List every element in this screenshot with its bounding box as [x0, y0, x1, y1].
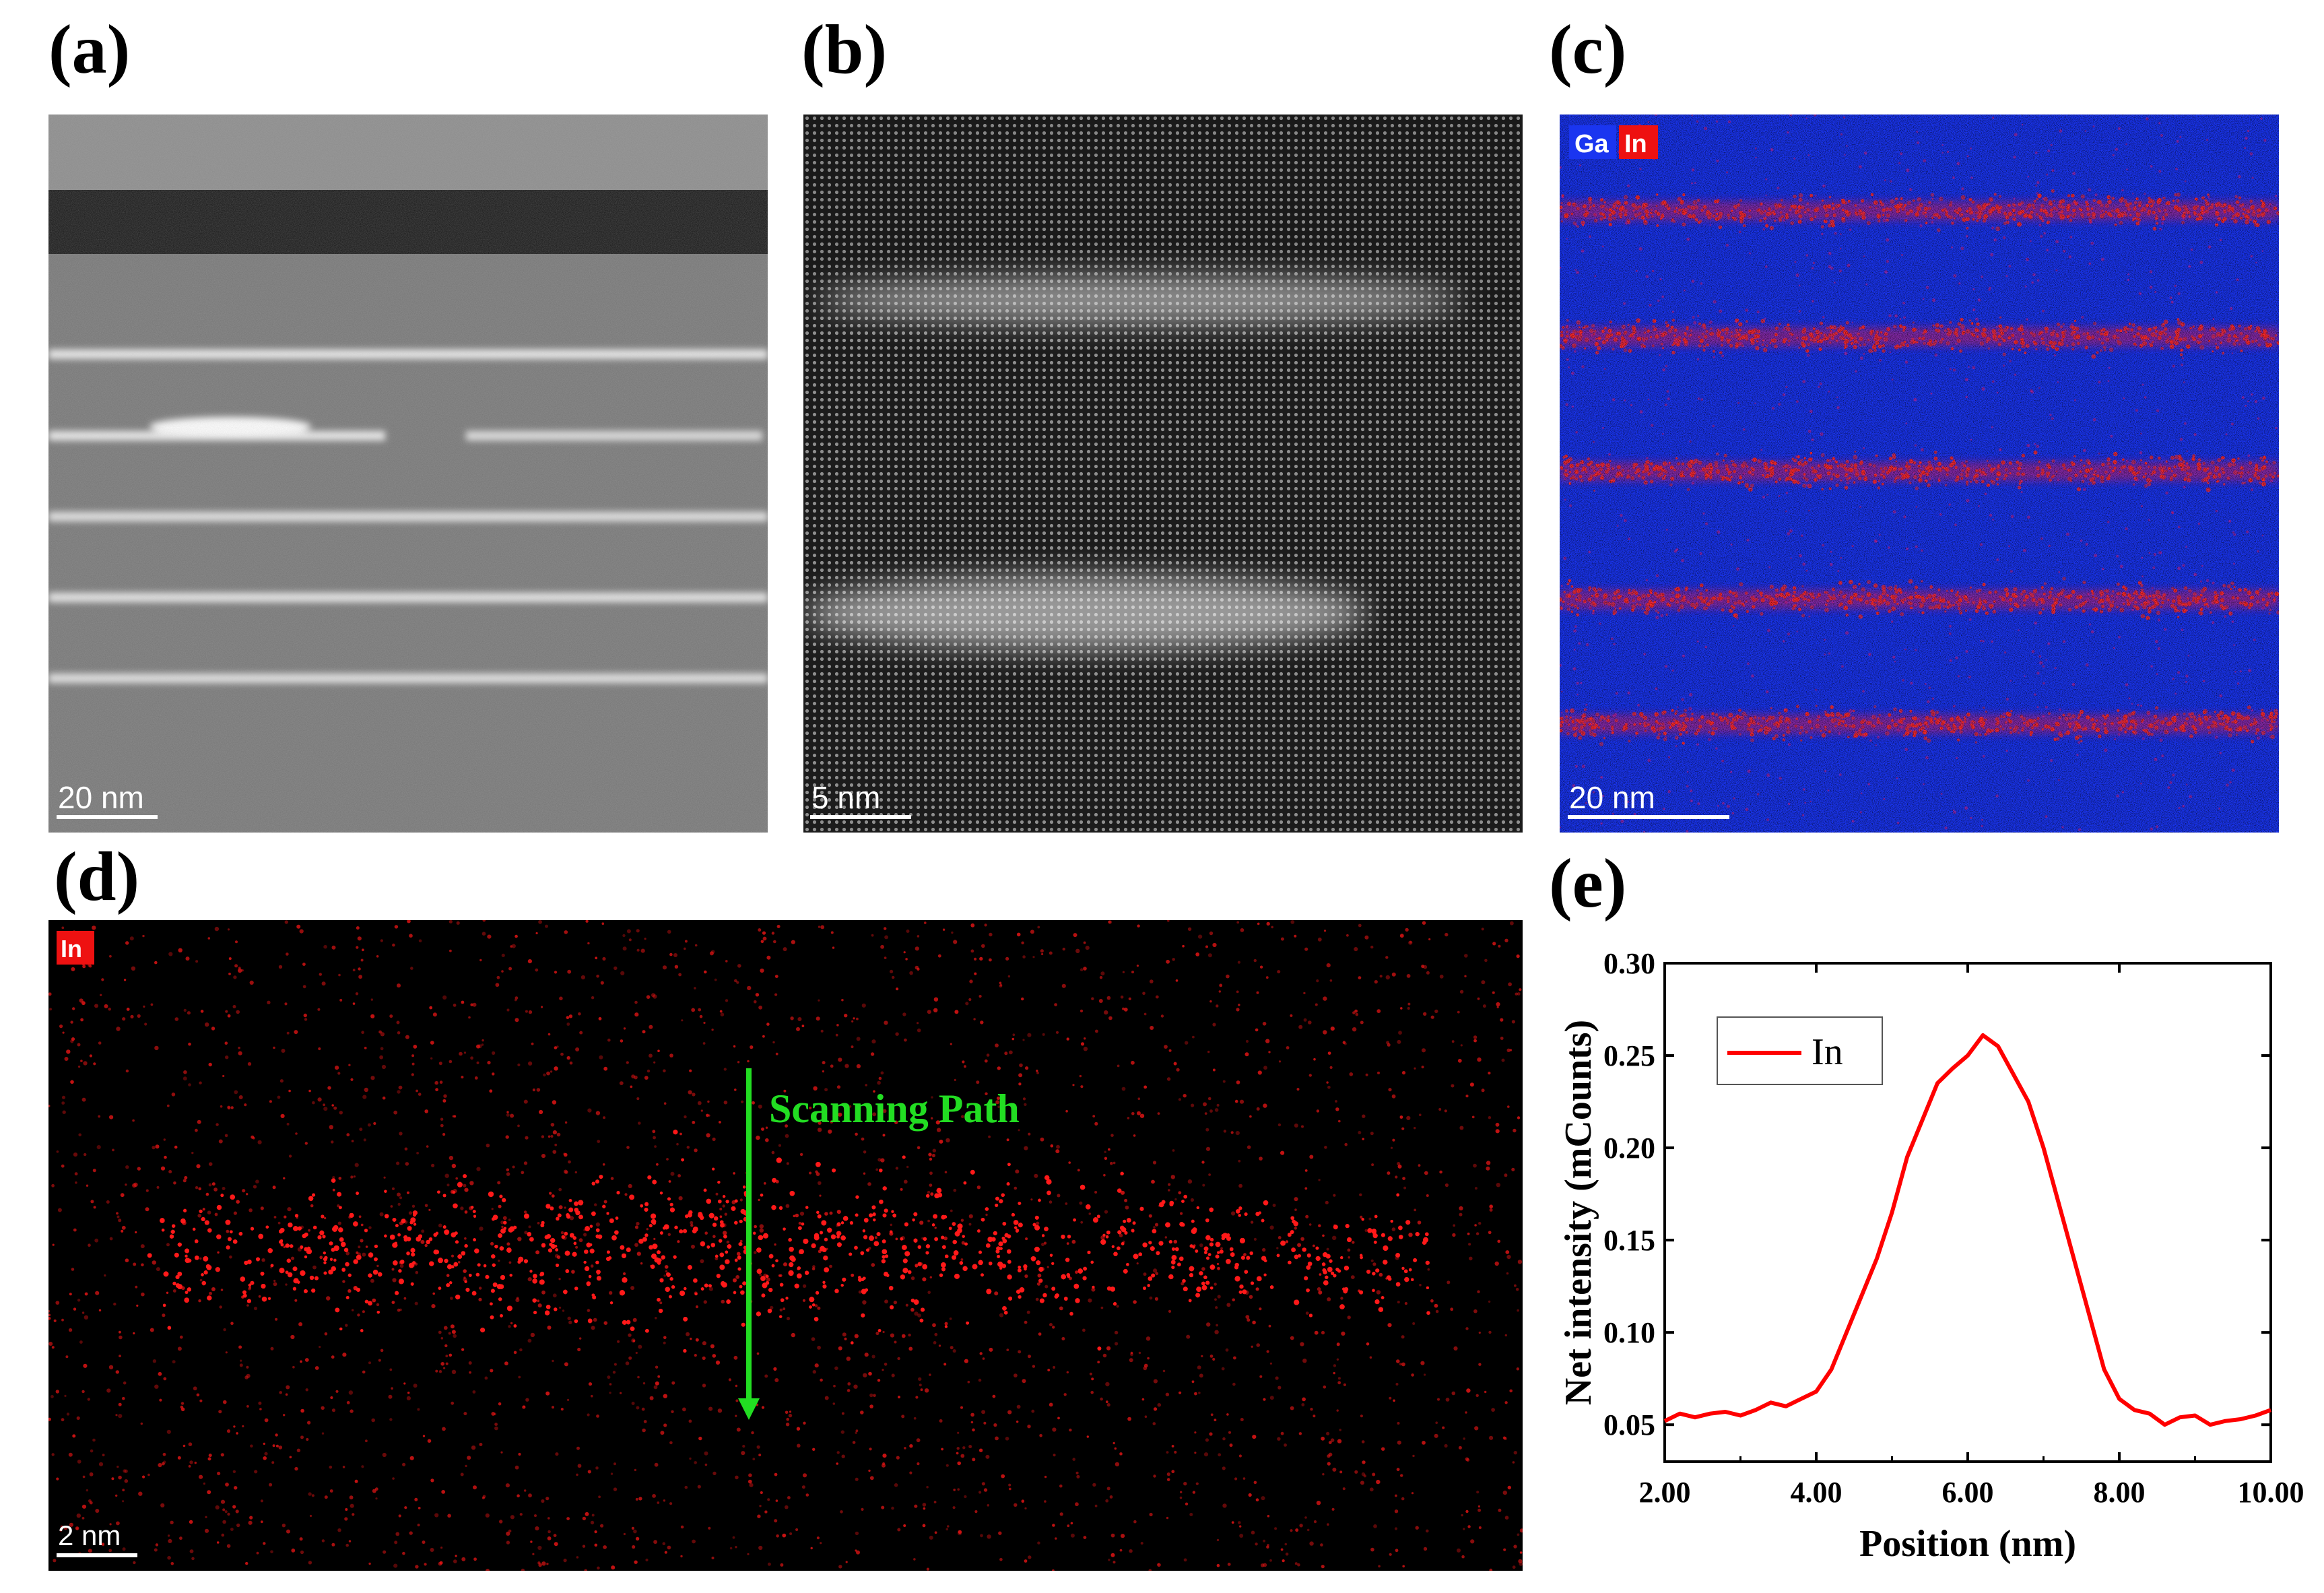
scale-bar-label: 5 nm — [811, 780, 880, 815]
panel-label-a: (a) — [48, 11, 131, 88]
x-tick-label: 4.00 — [1791, 1476, 1842, 1509]
panel-label-e: (e) — [1549, 845, 1627, 922]
x-tick-label: 2.00 — [1639, 1476, 1691, 1509]
legend-label-in: In — [1812, 1031, 1843, 1073]
scale-bar-label: 20 nm — [1569, 780, 1655, 815]
panel-e-chart: 2.00 4.00 6.00 8.00 10.00 0.05 0.10 0.15 0.20 0.2… — [1549, 943, 2324, 1593]
legend-in-box — [1619, 125, 1658, 159]
legend: In — [1717, 1016, 1883, 1085]
legend-in-box — [57, 931, 94, 965]
panel-label-d: (d) — [54, 838, 140, 915]
panel-c-eds-map: Ga In 20 nm — [1560, 115, 2279, 833]
legend-in: In — [1624, 130, 1647, 158]
x-tick-label: 10.00 — [2238, 1476, 2304, 1509]
legend-in: In — [61, 935, 82, 963]
scale-bar-line — [810, 815, 911, 819]
arrow-head-icon — [738, 1398, 760, 1420]
panel-a-stem-image: 20 nm — [48, 115, 768, 833]
panel-label-c: (c) — [1549, 11, 1627, 88]
scale-bar-line — [57, 1553, 137, 1557]
scale-bar-line — [1568, 815, 1729, 819]
y-tick-label: 0.30 — [1603, 947, 1655, 980]
panel-d-in-map: In Scanning Path 2 nm — [48, 920, 1523, 1571]
y-tick-label: 0.25 — [1603, 1039, 1655, 1072]
y-tick-label: 0.05 — [1603, 1408, 1655, 1441]
legend-ga-box — [1569, 125, 1616, 159]
series-line-in — [1663, 1033, 2272, 1427]
scanning-path-label: Scanning Path — [769, 1086, 1020, 1131]
scale-bar-label: 20 nm — [58, 780, 144, 815]
x-tick-label: 8.00 — [2094, 1476, 2146, 1509]
scale-bar-line — [57, 815, 158, 819]
legend-ga: Ga — [1574, 130, 1609, 158]
y-tick-label: 0.20 — [1603, 1132, 1655, 1165]
x-axis-label: Position (nm) — [1859, 1523, 2076, 1565]
y-tick-label: 0.15 — [1603, 1224, 1655, 1257]
scale-bar-label: 2 nm — [58, 1520, 121, 1551]
panel-label-b: (b) — [801, 11, 888, 88]
panel-b-atomic-image: 5 nm — [803, 115, 1523, 833]
x-tick-label: 6.00 — [1942, 1476, 1994, 1509]
y-axis-label: Net intensity (mCounts) — [1558, 1020, 1599, 1405]
y-tick-label: 0.10 — [1603, 1316, 1655, 1349]
